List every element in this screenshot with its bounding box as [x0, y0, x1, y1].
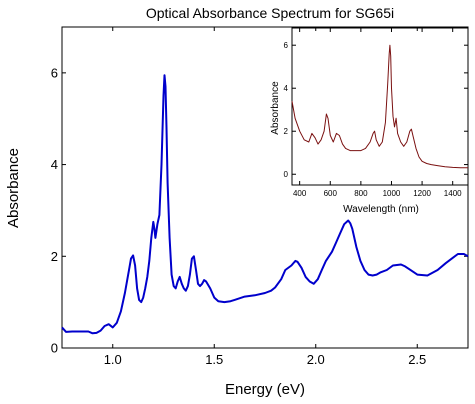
inset-plot-frame [291, 27, 469, 186]
chart-title: Optical Absorbance Spectrum for SG65i [146, 5, 394, 21]
inset-series-line [291, 44, 468, 169]
main-plot: 1.0 1.5 2.0 2.5 0 2 4 6 Energy (eV) Absorbance [5, 26, 469, 398]
inset-y-tick-label: 2 [284, 127, 289, 136]
main-y-ticks: 0 2 4 6 [51, 65, 468, 356]
inset-y-tick-label: 6 [284, 41, 289, 50]
inset-x-tick-label: 400 [293, 189, 307, 198]
inset-x-tick-label: 600 [324, 189, 338, 198]
inset-series-group [291, 44, 468, 169]
main-y-tick-label: 0 [51, 341, 58, 356]
main-series-line [61, 74, 469, 335]
inset-x-ticks: 400 600 800 1000 1200 1400 [293, 28, 462, 198]
inset-x-tick-label: 1200 [413, 189, 431, 198]
main-x-axis-label: Energy (eV) [225, 381, 305, 398]
inset-x-tick-label: 800 [354, 189, 368, 198]
inset-y-tick-label: 4 [284, 84, 289, 93]
inset-x-axis-label: Wavelength (nm) [343, 204, 419, 215]
main-x-ticks: 1.0 1.5 2.0 2.5 [104, 27, 426, 367]
inset-x-tick-label: 1000 [383, 189, 401, 198]
main-x-tick-label: 1.5 [205, 352, 223, 367]
inset-y-tick-label: 0 [284, 170, 289, 179]
main-x-tick-label: 1.0 [104, 352, 122, 367]
main-y-tick-label: 4 [51, 157, 58, 172]
main-x-tick-label: 2.0 [307, 352, 325, 367]
main-y-tick-label: 6 [51, 65, 58, 80]
inset-y-axis-label: Absorbance [270, 81, 281, 135]
inset-plot: 400 600 800 1000 1200 1400 0 2 4 6 Wavelength (n… [270, 27, 469, 215]
inset-y-ticks: 0 2 4 6 [284, 41, 468, 179]
main-y-tick-label: 2 [51, 249, 58, 264]
main-x-tick-label: 2.5 [408, 352, 426, 367]
main-series-group [61, 74, 469, 335]
main-plot-frame [61, 26, 469, 349]
inset-x-tick-label: 1400 [444, 189, 462, 198]
main-y-axis-label: Absorbance [5, 148, 22, 228]
